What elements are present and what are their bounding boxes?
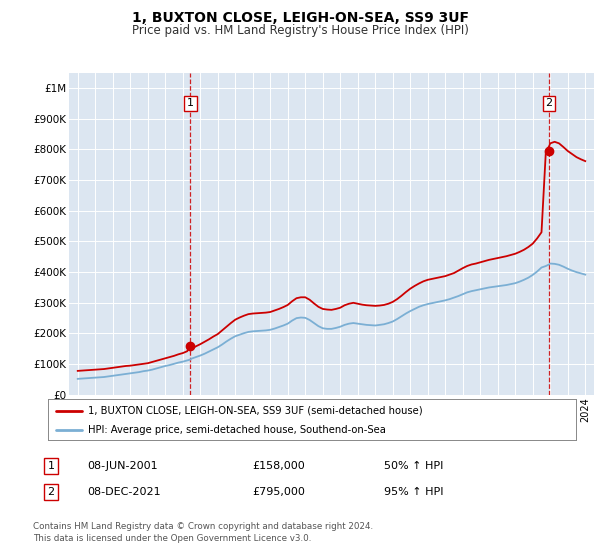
- Text: 1: 1: [47, 461, 55, 471]
- Text: 08-DEC-2021: 08-DEC-2021: [87, 487, 161, 497]
- Text: 08-JUN-2001: 08-JUN-2001: [87, 461, 158, 471]
- Text: 1, BUXTON CLOSE, LEIGH-ON-SEA, SS9 3UF: 1, BUXTON CLOSE, LEIGH-ON-SEA, SS9 3UF: [131, 11, 469, 25]
- Text: Price paid vs. HM Land Registry's House Price Index (HPI): Price paid vs. HM Land Registry's House …: [131, 24, 469, 36]
- Text: 2: 2: [545, 99, 553, 109]
- Text: 1: 1: [187, 99, 194, 109]
- Text: 95% ↑ HPI: 95% ↑ HPI: [384, 487, 443, 497]
- Text: £158,000: £158,000: [252, 461, 305, 471]
- Text: £795,000: £795,000: [252, 487, 305, 497]
- Text: 2: 2: [47, 487, 55, 497]
- Text: Contains HM Land Registry data © Crown copyright and database right 2024.
This d: Contains HM Land Registry data © Crown c…: [33, 522, 373, 543]
- Text: 50% ↑ HPI: 50% ↑ HPI: [384, 461, 443, 471]
- Text: 1, BUXTON CLOSE, LEIGH-ON-SEA, SS9 3UF (semi-detached house): 1, BUXTON CLOSE, LEIGH-ON-SEA, SS9 3UF (…: [88, 405, 422, 416]
- Text: HPI: Average price, semi-detached house, Southend-on-Sea: HPI: Average price, semi-detached house,…: [88, 424, 385, 435]
